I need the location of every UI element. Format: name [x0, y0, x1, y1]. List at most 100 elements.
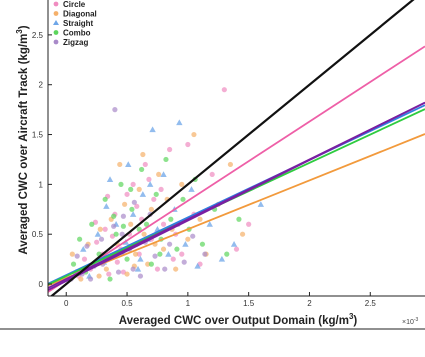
diagonal-point [132, 251, 139, 257]
straight-point [94, 231, 102, 237]
zigzag-point [119, 231, 125, 237]
y-tick-label: 0 [39, 280, 44, 289]
diagonal-point [173, 266, 179, 272]
circle-point [136, 251, 142, 257]
circle-point [146, 176, 152, 182]
circle-point [114, 259, 120, 265]
straight-point [188, 186, 195, 192]
diagonal-point [197, 216, 203, 222]
circle-point [102, 226, 108, 232]
diagonal-point [69, 251, 75, 257]
diagonal-point [145, 261, 151, 267]
x-tick-label: 0 [64, 299, 69, 308]
combo-point [180, 196, 186, 202]
diagonal-point [141, 231, 147, 237]
zigzag-point [202, 251, 208, 257]
circle-point [233, 246, 240, 252]
zigzag-point [84, 243, 90, 249]
circle-point [179, 251, 185, 257]
combo-point [129, 206, 135, 212]
straight-point [165, 250, 172, 257]
circle-point [81, 256, 88, 262]
legend-marker-zigzag [53, 39, 59, 45]
legend-marker-straight [53, 20, 59, 25]
diagonal-point [78, 276, 84, 282]
combo-point [70, 261, 77, 267]
combo-point [102, 196, 108, 202]
legend-marker-circle [53, 1, 59, 7]
circle-point [134, 203, 140, 209]
diagonal-point [191, 131, 197, 138]
combo-point [148, 261, 154, 267]
straight-point [206, 221, 213, 227]
x-tick-label: 2.5 [365, 299, 377, 308]
y-tick-label: 0.5 [32, 230, 44, 239]
combo-point [124, 256, 130, 262]
y-axis-label: Averaged CWC over Aircraft Track (kg/m3) [15, 25, 30, 254]
straight-point [106, 176, 114, 182]
circle-point [185, 141, 191, 148]
combo-point [174, 246, 180, 252]
diagonal-point [136, 186, 142, 192]
combo-point [143, 221, 150, 227]
straight-point [149, 126, 156, 133]
straight-point [218, 255, 226, 262]
zigzag-point [98, 236, 105, 242]
combo-point [157, 251, 163, 257]
y-tick-label: 2 [39, 81, 44, 90]
diagonal-point [117, 161, 123, 168]
circle-point [130, 181, 136, 187]
straight-point [129, 211, 137, 217]
combo-point [224, 251, 230, 257]
zigzag-point [162, 266, 168, 272]
combo-point [136, 226, 142, 232]
diagonal-point [96, 273, 102, 279]
zigzag-point [112, 107, 118, 113]
zigzag-point [115, 269, 122, 275]
x-axis-label: Averaged CWC over Output Domain (kg/m3) [119, 312, 358, 327]
diagonal-point [97, 226, 103, 232]
axes-layer: 0 0.5 1 1.5 2 2.5 0 0.5 1 1.5 2 2.5 [32, 0, 425, 308]
diagonal-point [122, 201, 128, 207]
zigzag-fit-line [48, 101, 425, 289]
circle-point [124, 191, 130, 197]
circle-fit-line [48, 45, 425, 293]
x-exponent-label: ×10-3 [402, 317, 419, 326]
combo-point [199, 241, 206, 247]
straight-point [160, 171, 167, 177]
circle-point [167, 146, 173, 153]
straight-point [134, 265, 142, 272]
zigzag-point [74, 253, 80, 259]
circle-point [94, 239, 100, 245]
straight-point [139, 191, 147, 197]
combo-point [77, 236, 83, 242]
diagonal-point [160, 246, 167, 252]
circle-point [151, 196, 157, 202]
combo-point [111, 213, 117, 219]
one-to-one-line [49, 0, 415, 296]
diagonal-point [156, 171, 162, 178]
zigzag-point [190, 233, 196, 239]
x-tick-label: 1 [186, 299, 191, 308]
lines-layer [48, 0, 425, 296]
combo-point [113, 231, 119, 237]
combo-point [118, 181, 124, 187]
diagonal-point [140, 151, 146, 158]
legend-label-zigzag: Zigzag [63, 38, 88, 47]
combo-point [89, 221, 95, 227]
x-tick-label: 2 [307, 299, 312, 308]
points-layer [68, 87, 265, 282]
x-tick-label: 1.5 [243, 299, 255, 308]
diagonal-point [227, 161, 234, 168]
straight-point [103, 203, 110, 209]
straight-point [80, 245, 87, 252]
zigzag-point [120, 213, 126, 219]
legend-label-diagonal: Diagonal [63, 10, 97, 19]
combo-point [139, 166, 145, 173]
combo-point [153, 191, 159, 197]
diagonal-fit-line [48, 133, 425, 287]
zigzag-point [137, 273, 144, 279]
circle-point [170, 256, 176, 262]
